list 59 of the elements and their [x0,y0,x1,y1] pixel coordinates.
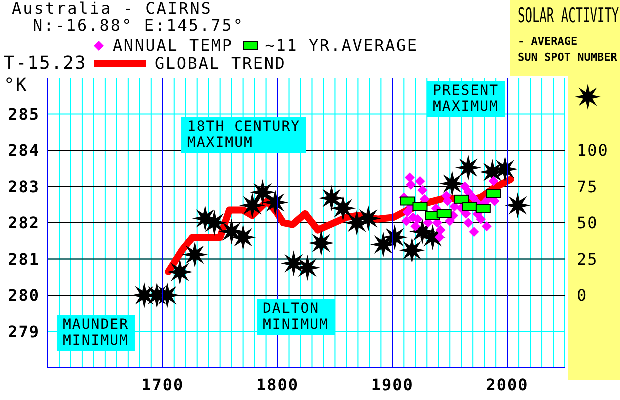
x-tick-label: 2000 [486,376,529,394]
y-tick-label: 283 [8,177,40,196]
y2-axis-title: SOLAR ACTIVITY - AVERAGE SUN SPOT NUMBER [518,4,620,66]
y-tick-label: 285 [8,104,40,124]
chart-title: Australia - CAIRNS [12,0,212,18]
y2-tick-label: 0 [577,286,588,305]
y2-tick-label: 100 [577,141,609,160]
point [436,225,446,236]
point [318,185,345,212]
point [469,227,480,238]
y-axis-title: T-15.23 °K [4,53,87,97]
y-tick-label: 282 [8,214,40,232]
point [406,180,416,190]
point [330,196,356,222]
point [370,232,396,258]
point [262,190,288,216]
y2-tick-label: 75 [577,177,598,196]
point [504,192,531,219]
point [468,192,478,203]
point [463,218,474,228]
point [402,207,413,218]
point [410,222,421,232]
legend-label: ~11 YR.AVERAGE [265,36,418,55]
y-tick-label: 281 [8,250,40,269]
point [401,216,412,226]
point [439,170,466,197]
y-tick-label: 284 [8,141,40,160]
annotation: 18TH CENTURY MAXIMUM [187,119,301,151]
point [418,185,428,196]
annotation: PRESENT MAXIMUM [432,83,500,115]
annotation: MAUNDER MINIMUM [62,317,130,349]
legend-label: GLOBAL TREND [155,54,286,73]
chart-subtitle: N:-16.88° E:145.75° [33,16,245,35]
point [294,254,321,281]
y-tick-label: 279 [8,322,40,342]
point [482,222,492,232]
point [488,176,499,186]
point [415,176,426,186]
point [404,172,415,183]
point [463,187,474,198]
point [308,230,334,256]
point [240,192,266,219]
x-tick-label: 1900 [371,376,414,394]
y2-tick-label: 50 [577,214,598,232]
x-tick-label: 1800 [256,376,300,394]
point [382,224,408,250]
annotation: DALTON MINIMUM [262,301,330,333]
point [250,180,276,206]
point [455,154,482,181]
point [476,214,486,224]
point [182,242,208,268]
y2-tick-label: 25 [577,250,598,269]
point [434,232,445,242]
y-tick-label: 280 [8,286,40,305]
legend-label: ANNUAL TEMP [113,36,234,55]
point [167,259,194,286]
point [460,182,470,192]
point [399,238,426,264]
x-tick-label: 1700 [142,376,184,394]
